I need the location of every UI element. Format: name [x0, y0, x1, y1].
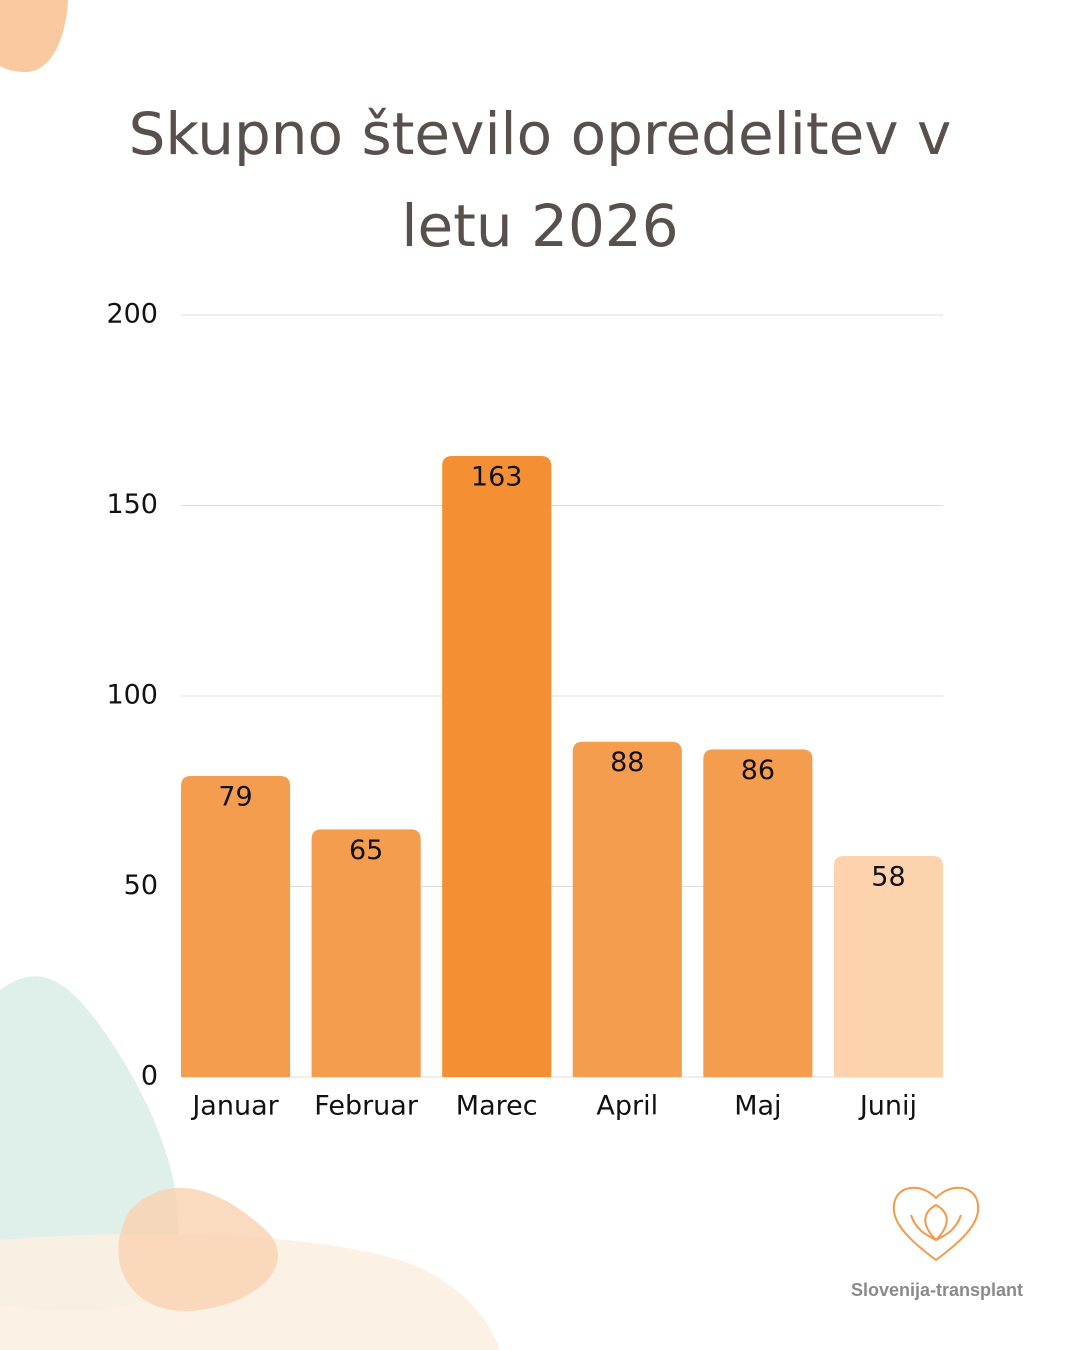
x-tick-label: Januar: [190, 1091, 279, 1122]
chart-title: Skupno število opredelitev v letu 2026: [128, 100, 952, 260]
brand-name: Slovenija-transplant: [850, 1280, 1024, 1300]
x-tick-label: Februar: [314, 1091, 419, 1122]
bar: [833, 856, 943, 1077]
bar: [181, 776, 291, 1077]
bar: [572, 741, 682, 1077]
bar: [311, 829, 421, 1077]
blob: [0, 0, 68, 73]
y-tick-label: 150: [106, 489, 158, 520]
data-label: 65: [349, 835, 383, 866]
x-tick-label: Junij: [858, 1091, 917, 1122]
x-tick-label: Maj: [734, 1091, 781, 1122]
y-tick-label: 200: [106, 299, 158, 330]
y-tick-label: 0: [141, 1061, 158, 1092]
blob: [118, 1187, 278, 1312]
data-label: 58: [871, 862, 905, 893]
y-tick-label: 50: [124, 870, 158, 901]
data-label: 163: [471, 461, 523, 492]
x-tick-label: Marec: [456, 1091, 538, 1122]
y-tick-label: 100: [106, 680, 158, 711]
data-label: 86: [741, 755, 775, 786]
x-tick-label: April: [596, 1091, 658, 1122]
data-label: 79: [218, 782, 252, 813]
data-label: 88: [610, 747, 644, 778]
bar: [703, 749, 813, 1077]
bar: [442, 455, 552, 1078]
logo: [892, 1186, 980, 1262]
